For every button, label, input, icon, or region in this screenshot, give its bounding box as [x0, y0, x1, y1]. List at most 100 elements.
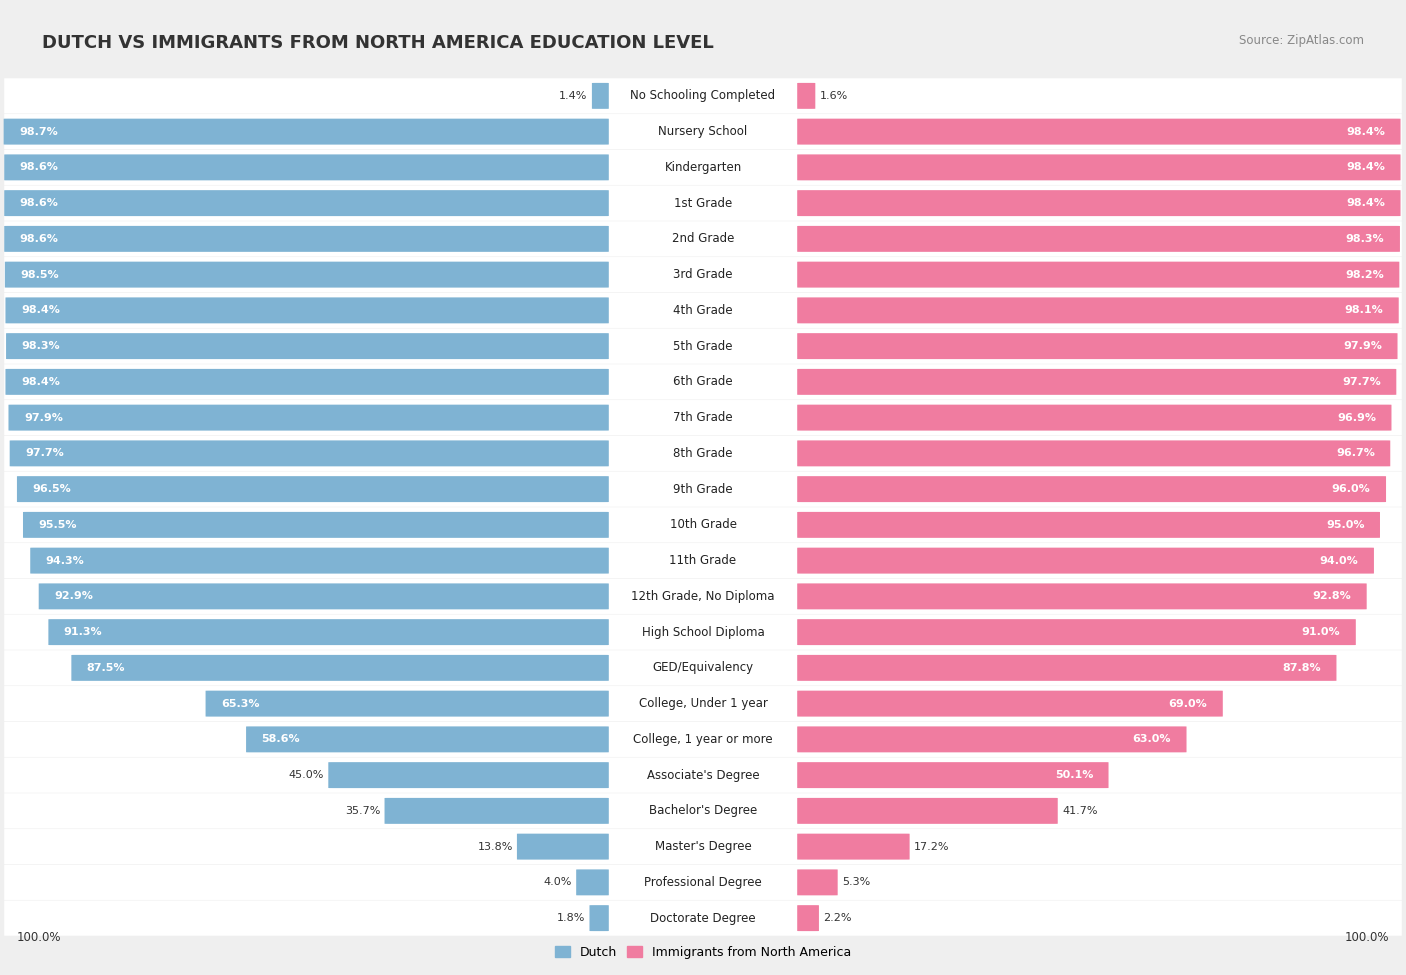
Text: 96.9%: 96.9% [1337, 412, 1376, 422]
Text: 98.6%: 98.6% [20, 198, 59, 208]
FancyBboxPatch shape [797, 512, 1381, 538]
FancyBboxPatch shape [4, 436, 1402, 471]
FancyBboxPatch shape [797, 619, 1355, 645]
FancyBboxPatch shape [4, 190, 609, 216]
FancyBboxPatch shape [4, 221, 1402, 256]
Text: 17.2%: 17.2% [914, 841, 949, 851]
Text: 91.3%: 91.3% [63, 627, 103, 637]
FancyBboxPatch shape [31, 548, 609, 573]
Text: 58.6%: 58.6% [262, 734, 299, 744]
FancyBboxPatch shape [4, 154, 609, 180]
Text: 98.1%: 98.1% [1344, 305, 1384, 315]
FancyBboxPatch shape [797, 905, 818, 931]
Text: 3rd Grade: 3rd Grade [673, 268, 733, 281]
Text: 98.7%: 98.7% [20, 127, 58, 136]
FancyBboxPatch shape [4, 722, 1402, 757]
FancyBboxPatch shape [4, 901, 1402, 936]
FancyBboxPatch shape [246, 726, 609, 753]
Text: 45.0%: 45.0% [288, 770, 323, 780]
Text: 12th Grade, No Diploma: 12th Grade, No Diploma [631, 590, 775, 603]
Text: High School Diploma: High School Diploma [641, 626, 765, 639]
FancyBboxPatch shape [4, 114, 1402, 149]
Text: 13.8%: 13.8% [477, 841, 513, 851]
Text: 63.0%: 63.0% [1133, 734, 1171, 744]
Text: 92.8%: 92.8% [1312, 592, 1351, 602]
Text: 98.4%: 98.4% [1346, 163, 1385, 173]
Text: Master's Degree: Master's Degree [655, 840, 751, 853]
Text: 69.0%: 69.0% [1168, 699, 1208, 709]
Text: 96.7%: 96.7% [1336, 448, 1375, 458]
FancyBboxPatch shape [205, 690, 609, 717]
Text: Nursery School: Nursery School [658, 125, 748, 138]
FancyBboxPatch shape [797, 333, 1398, 359]
FancyBboxPatch shape [22, 512, 609, 538]
Text: 96.0%: 96.0% [1331, 485, 1371, 494]
FancyBboxPatch shape [797, 548, 1374, 573]
FancyBboxPatch shape [4, 292, 1402, 328]
Text: 95.5%: 95.5% [38, 520, 77, 529]
FancyBboxPatch shape [4, 119, 609, 144]
FancyBboxPatch shape [797, 154, 1400, 180]
FancyBboxPatch shape [4, 150, 1402, 185]
FancyBboxPatch shape [4, 686, 1402, 722]
Text: 10th Grade: 10th Grade [669, 519, 737, 531]
FancyBboxPatch shape [797, 583, 1367, 609]
Text: 98.2%: 98.2% [1346, 270, 1384, 280]
Text: 98.3%: 98.3% [21, 341, 60, 351]
Text: 98.4%: 98.4% [21, 305, 60, 315]
Text: No Schooling Completed: No Schooling Completed [630, 90, 776, 102]
Text: 98.6%: 98.6% [20, 234, 59, 244]
Text: Source: ZipAtlas.com: Source: ZipAtlas.com [1239, 34, 1364, 47]
FancyBboxPatch shape [4, 829, 1402, 864]
FancyBboxPatch shape [39, 583, 609, 609]
FancyBboxPatch shape [4, 650, 1402, 685]
FancyBboxPatch shape [517, 834, 609, 860]
Text: 94.3%: 94.3% [46, 556, 84, 566]
FancyBboxPatch shape [797, 297, 1399, 324]
Text: 92.9%: 92.9% [55, 592, 93, 602]
FancyBboxPatch shape [10, 441, 609, 466]
FancyBboxPatch shape [4, 472, 1402, 507]
Text: 100.0%: 100.0% [1344, 931, 1389, 945]
Text: 2.2%: 2.2% [823, 914, 852, 923]
FancyBboxPatch shape [4, 865, 1402, 900]
Text: DUTCH VS IMMIGRANTS FROM NORTH AMERICA EDUCATION LEVEL: DUTCH VS IMMIGRANTS FROM NORTH AMERICA E… [42, 34, 714, 52]
FancyBboxPatch shape [797, 261, 1399, 288]
FancyBboxPatch shape [4, 185, 1402, 220]
Text: 11th Grade: 11th Grade [669, 554, 737, 567]
Text: 96.5%: 96.5% [32, 485, 72, 494]
Text: 5.3%: 5.3% [842, 878, 870, 887]
Text: 94.0%: 94.0% [1320, 556, 1358, 566]
Text: Bachelor's Degree: Bachelor's Degree [650, 804, 756, 817]
FancyBboxPatch shape [4, 579, 1402, 614]
FancyBboxPatch shape [797, 405, 1392, 431]
FancyBboxPatch shape [4, 261, 609, 288]
Text: 98.4%: 98.4% [21, 377, 60, 387]
Text: 5th Grade: 5th Grade [673, 339, 733, 353]
FancyBboxPatch shape [592, 83, 609, 109]
FancyBboxPatch shape [797, 762, 1108, 788]
Text: 1.4%: 1.4% [560, 91, 588, 100]
FancyBboxPatch shape [4, 400, 1402, 435]
FancyBboxPatch shape [4, 78, 1402, 113]
FancyBboxPatch shape [797, 834, 910, 860]
FancyBboxPatch shape [797, 369, 1396, 395]
FancyBboxPatch shape [797, 655, 1337, 681]
Text: 4th Grade: 4th Grade [673, 304, 733, 317]
Text: 1.8%: 1.8% [557, 914, 585, 923]
Text: 91.0%: 91.0% [1302, 627, 1340, 637]
Text: 100.0%: 100.0% [17, 931, 62, 945]
Text: GED/Equivalency: GED/Equivalency [652, 661, 754, 675]
Text: 6th Grade: 6th Grade [673, 375, 733, 388]
Text: 50.1%: 50.1% [1054, 770, 1092, 780]
FancyBboxPatch shape [72, 655, 609, 681]
FancyBboxPatch shape [4, 543, 1402, 578]
Legend: Dutch, Immigrants from North America: Dutch, Immigrants from North America [550, 941, 856, 964]
FancyBboxPatch shape [797, 690, 1223, 717]
FancyBboxPatch shape [4, 365, 1402, 400]
Text: Kindergarten: Kindergarten [665, 161, 741, 174]
FancyBboxPatch shape [4, 507, 1402, 542]
FancyBboxPatch shape [6, 297, 609, 324]
FancyBboxPatch shape [797, 476, 1386, 502]
Text: 97.7%: 97.7% [1343, 377, 1381, 387]
